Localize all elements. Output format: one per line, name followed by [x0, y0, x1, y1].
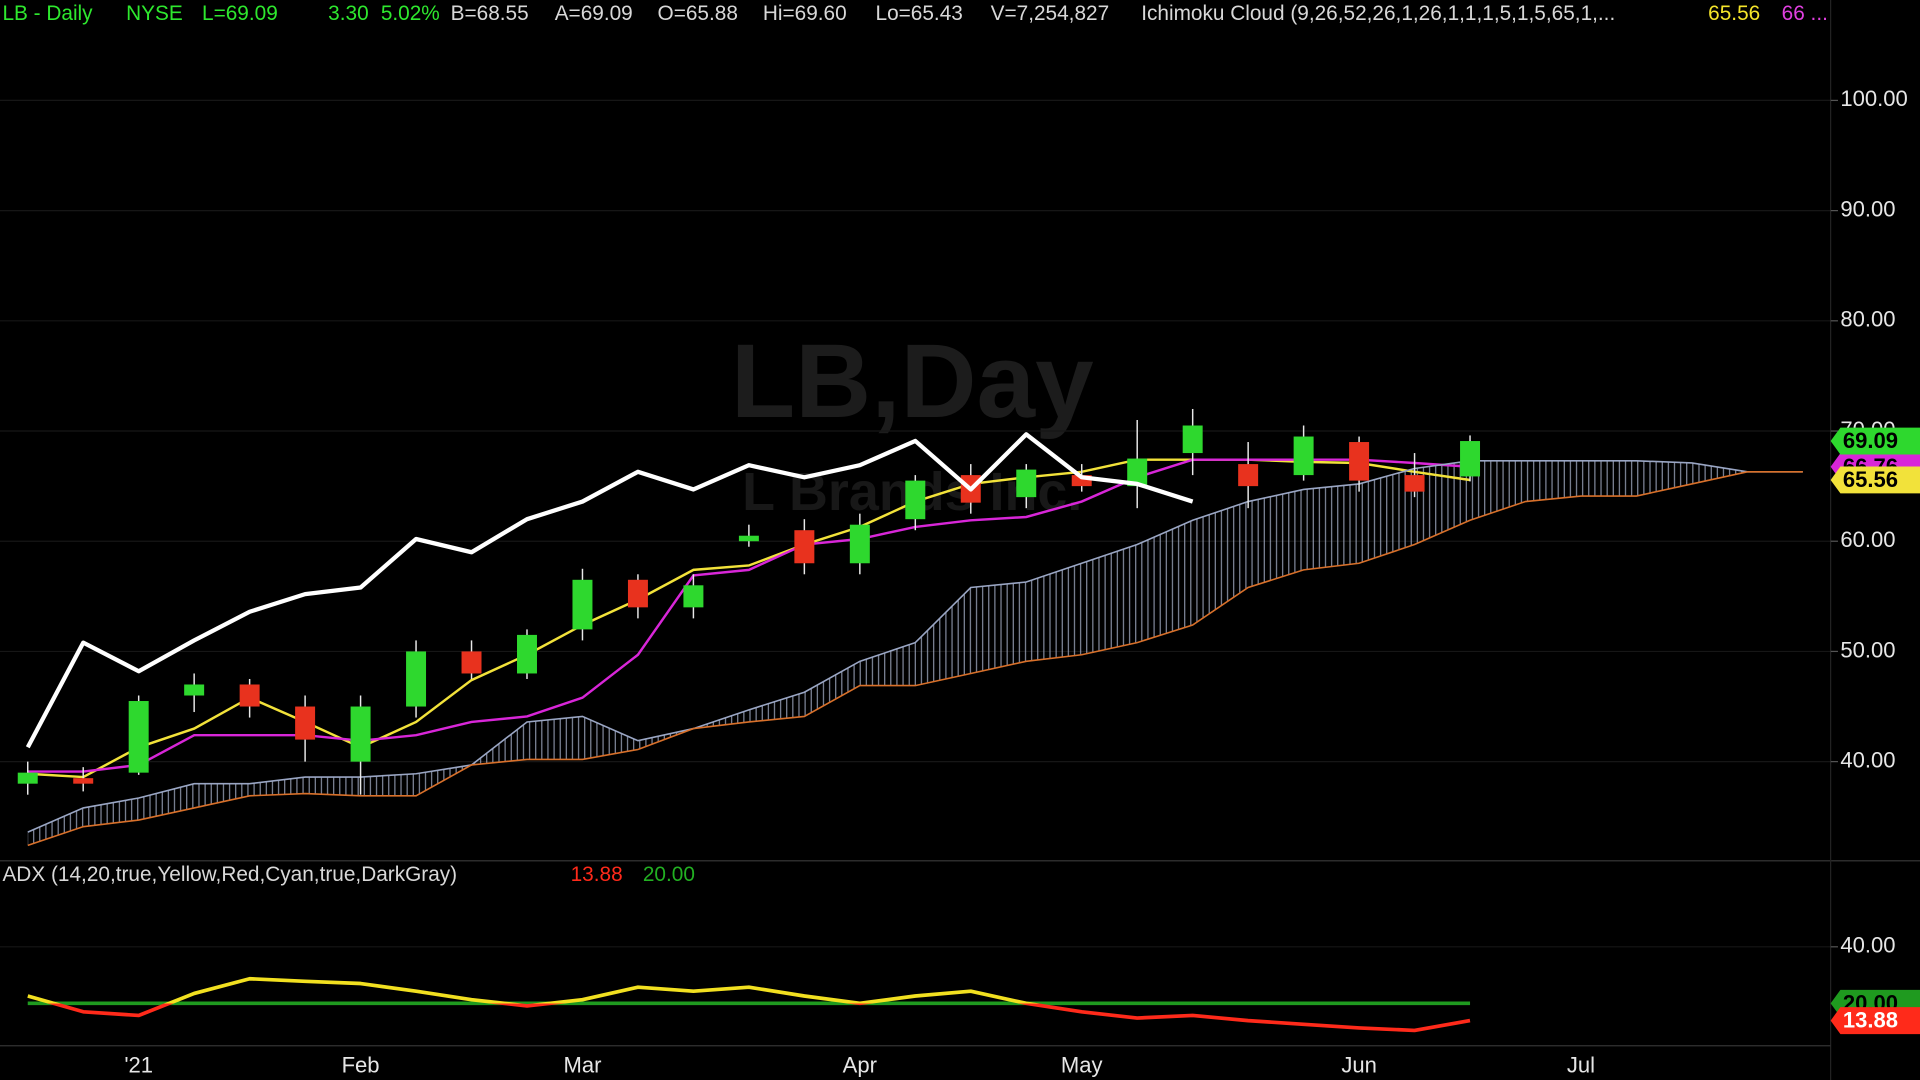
candle-body [905, 480, 926, 520]
candle-body [1127, 458, 1148, 487]
y-tick-label: 40.00 [1840, 933, 1895, 958]
candle-body [572, 579, 593, 630]
candle-body [1293, 436, 1314, 476]
adx-title: ADX (14,20,true,Yellow,Red,Cyan,true,Dar… [2, 863, 457, 886]
candle-body [1071, 475, 1092, 487]
x-tick-label: Jun [1341, 1052, 1377, 1077]
watermark: LB,Day [731, 323, 1094, 440]
candle-body [1404, 475, 1425, 492]
candle-body [849, 524, 870, 564]
y-tick-label: 50.00 [1840, 637, 1895, 662]
price-badge-label: 69.09 [1843, 428, 1898, 453]
candle-body [1182, 425, 1203, 454]
price-badge-label: 65.56 [1843, 467, 1898, 492]
adx-threshold: 20.00 [643, 863, 695, 886]
candle-body [1349, 442, 1370, 481]
indicator-line [27, 471, 1803, 847]
x-tick-label: Jul [1567, 1052, 1595, 1077]
header-last: L=69.09 [202, 2, 278, 25]
header-indicator-value: 66 ... [1782, 2, 1828, 25]
header-high: Hi=69.60 [763, 2, 847, 25]
candle-body [128, 701, 149, 773]
price-badge-label: 13.88 [1843, 1008, 1898, 1033]
header-exchange: NYSE [126, 2, 183, 25]
y-tick-label: 40.00 [1840, 747, 1895, 772]
candle-body [1238, 464, 1259, 487]
y-tick-label: 100.00 [1840, 86, 1907, 111]
candle-body [1460, 441, 1481, 477]
candle-body [683, 585, 704, 608]
header-bid: B=68.55 [451, 2, 529, 25]
candle-body [794, 530, 815, 564]
adx-value: 13.88 [571, 863, 623, 886]
candle-body [738, 535, 759, 542]
header-indicator: Ichimoku Cloud (9,26,52,26,1,26,1,1,1,5,… [1141, 2, 1615, 25]
candle-body [406, 651, 427, 707]
price-badge [1830, 466, 1920, 494]
cloud-fill [27, 460, 1803, 846]
candle-body [184, 684, 205, 696]
header-symbol: LB - Daily [2, 2, 93, 25]
header-ask: A=69.09 [555, 2, 633, 25]
adx-line [27, 976, 1471, 1033]
x-tick-label: '21 [124, 1052, 153, 1077]
candle-body [73, 778, 94, 784]
header-low: Lo=65.43 [876, 2, 963, 25]
candle-body [17, 772, 38, 784]
candle-body [350, 706, 371, 762]
price-badge [1830, 427, 1920, 455]
y-tick-label: 80.00 [1840, 307, 1895, 332]
candle-body [461, 651, 482, 674]
candle-body [517, 634, 537, 674]
header-change-pct: 5.02% [381, 2, 440, 25]
indicator-line [27, 458, 1471, 773]
candle-body [627, 579, 648, 608]
y-tick-label: 60.00 [1840, 527, 1895, 552]
x-tick-label: May [1061, 1052, 1103, 1077]
price-badge [1830, 1007, 1920, 1035]
header-volume: V=7,254,827 [991, 2, 1110, 25]
lagging-line [25, 432, 1194, 749]
header-change: 3.30 [328, 2, 368, 25]
candle-body [1016, 469, 1037, 498]
candle-body [239, 684, 260, 707]
y-tick-label: 90.00 [1840, 196, 1895, 221]
candle-body [295, 706, 316, 740]
x-tick-label: Apr [843, 1052, 877, 1077]
header-open: O=65.88 [658, 2, 738, 25]
x-tick-label: Mar [563, 1052, 601, 1077]
header-indicator-value: 65.56 [1708, 2, 1760, 25]
x-tick-label: Feb [342, 1052, 380, 1077]
indicator-line [27, 459, 1803, 833]
